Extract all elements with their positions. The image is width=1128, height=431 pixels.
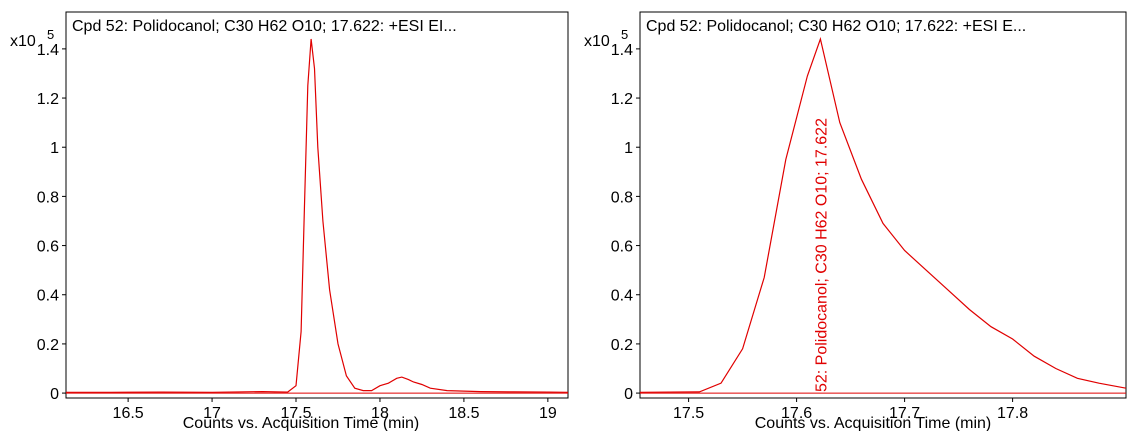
- x-tick-label: 17: [203, 405, 221, 422]
- x-tick-label: 16.5: [113, 405, 144, 422]
- x-tick-label: 17.5: [280, 405, 311, 422]
- x-tick-label: 17.8: [997, 405, 1028, 422]
- chart-title: Cpd 52: Polidocanol; C30 H62 O10; 17.622…: [646, 18, 1026, 35]
- y-tick-label: 1.4: [611, 42, 633, 59]
- y-tick-label: 0.6: [37, 239, 59, 256]
- x-tick-label: 19: [539, 405, 557, 422]
- x-tick-label: 17.6: [781, 405, 812, 422]
- y-tick-label: 1.2: [611, 91, 633, 108]
- x-axis-label: Counts vs. Acquisition Time (min): [183, 415, 420, 431]
- y-tick-label: 1.2: [37, 91, 59, 108]
- y-exponent-label: 5: [621, 27, 628, 42]
- plot-frame: [65, 11, 569, 399]
- y-tick-label: 1.4: [37, 42, 59, 59]
- y-exponent-label: 5: [47, 27, 54, 42]
- y-tick-label: 0: [624, 386, 633, 403]
- chromatogram-zoom-chart: 52: Polidocanol; C30 H62 O10; 17.622 Cpd …: [584, 11, 1127, 431]
- x-tick-label: 17.5: [673, 405, 704, 422]
- y-tick-label: 1: [624, 140, 633, 157]
- y-tick-label: 0.8: [611, 189, 633, 206]
- series-line: [66, 38, 569, 393]
- y-tick-label: 0: [50, 386, 59, 403]
- y-multiplier-label: x10: [584, 33, 610, 50]
- chart-title-group: Cpd 52: Polidocanol; C30 H62 O10; 17.622…: [641, 13, 1125, 37]
- series-line: [639, 36, 1127, 393]
- x-axis-label: Counts vs. Acquisition Time (min): [755, 415, 992, 431]
- y-tick-label: 0.4: [37, 288, 59, 305]
- chart-title-background: [67, 13, 567, 37]
- y-tick-label: 0.6: [611, 239, 633, 256]
- y-tick-label: 0.8: [37, 189, 59, 206]
- y-multiplier-label: x10: [10, 33, 36, 50]
- y-tick-label: 0.2: [611, 337, 633, 354]
- y-tick-label: 0.2: [37, 337, 59, 354]
- x-tick-label: 18: [371, 405, 389, 422]
- chromatogram-overview-chart: Cpd 52: Polidocanol; C30 H62 O10; 17.622…: [10, 11, 569, 431]
- chart-title-group: Cpd 52: Polidocanol; C30 H62 O10; 17.622…: [67, 13, 567, 37]
- chart-title-background: [641, 13, 1125, 37]
- plot-frame: [639, 11, 1127, 399]
- y-tick-label: 0.4: [611, 288, 633, 305]
- x-tick-label: 18.5: [448, 405, 479, 422]
- chart-title: Cpd 52: Polidocanol; C30 H62 O10; 17.622…: [72, 18, 457, 35]
- x-tick-label: 17.7: [889, 405, 920, 422]
- y-tick-label: 1: [50, 140, 59, 157]
- peak-annotation-label: 52: Polidocanol; C30 H62 O10; 17.622: [813, 118, 830, 392]
